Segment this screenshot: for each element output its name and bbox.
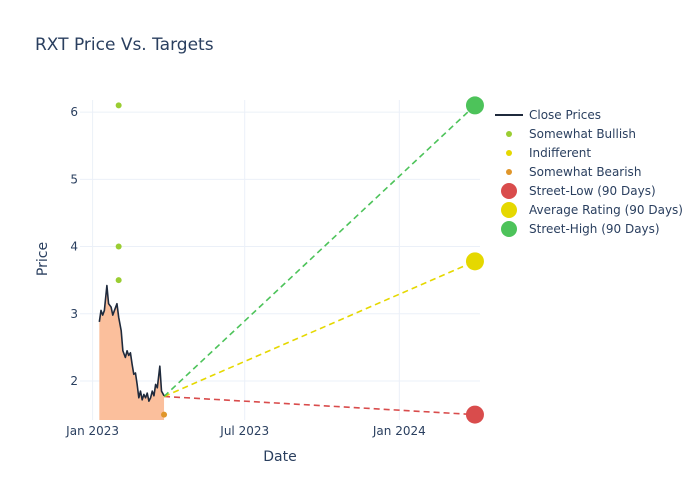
grid-layer — [80, 100, 480, 420]
legend-label: Street-High (90 Days) — [529, 222, 660, 236]
x-tick-label: Jul 2023 — [219, 424, 269, 438]
legend-dot-symbol — [506, 169, 512, 175]
legend-marker-symbol — [501, 221, 517, 237]
legend[interactable]: Close Prices Somewhat Bullish Indifferent S… — [495, 108, 683, 237]
chart-title: RXT Price Vs. Targets — [35, 35, 214, 55]
target-line — [163, 260, 476, 398]
rating-point — [115, 102, 122, 109]
x-tick-label: Jan 2023 — [65, 424, 119, 438]
target-line — [163, 395, 476, 416]
legend-item-rating[interactable]: Indifferent — [506, 146, 591, 160]
legend-item-rating[interactable]: Somewhat Bearish — [506, 165, 641, 179]
x-tick-labels: Jan 2023 Jul 2023 Jan 2024 — [65, 424, 426, 438]
y-tick-label: 2 — [70, 374, 78, 388]
y-tick-label: 5 — [70, 172, 78, 186]
rating-point — [161, 411, 168, 418]
legend-item-target[interactable]: Street-Low (90 Days) — [501, 183, 656, 199]
rating-point — [115, 243, 122, 250]
legend-marker-symbol — [501, 183, 517, 199]
legend-label: Somewhat Bearish — [529, 165, 641, 179]
legend-item-target[interactable]: Street-High (90 Days) — [501, 221, 660, 237]
legend-label: Indifferent — [529, 146, 591, 160]
y-axis-title: Price — [35, 242, 51, 276]
legend-label: Average Rating (90 Days) — [529, 203, 683, 217]
y-tick-label: 4 — [70, 240, 78, 254]
target-line — [163, 104, 476, 398]
target-marker — [465, 405, 484, 424]
legend-label: Somewhat Bullish — [529, 127, 636, 141]
close-price-line — [98, 284, 165, 402]
legend-item-close-prices[interactable]: Close Prices — [495, 108, 601, 122]
target-marker — [465, 252, 484, 271]
legend-label: Close Prices — [529, 108, 601, 122]
legend-dot-symbol — [506, 150, 512, 156]
close-price-line-layer — [98, 284, 165, 402]
legend-label: Street-Low (90 Days) — [529, 184, 656, 198]
close-price-area-layer — [99, 285, 165, 420]
target-marker — [465, 96, 484, 115]
legend-item-rating[interactable]: Somewhat Bullish — [506, 127, 636, 141]
target-lines-layer — [163, 104, 476, 416]
x-tick-label: Jan 2024 — [372, 424, 426, 438]
legend-dot-symbol — [506, 131, 512, 137]
close-price-area — [99, 285, 165, 420]
rating-points-layer — [115, 102, 168, 418]
y-tick-labels: 2 3 4 5 6 — [70, 105, 78, 388]
x-axis-title: Date — [263, 449, 296, 465]
rating-point — [115, 277, 122, 284]
target-markers-layer — [465, 96, 484, 424]
y-tick-label: 6 — [70, 105, 78, 119]
legend-marker-symbol — [501, 202, 517, 218]
y-tick-label: 3 — [70, 307, 78, 321]
legend-item-target[interactable]: Average Rating (90 Days) — [501, 202, 683, 218]
